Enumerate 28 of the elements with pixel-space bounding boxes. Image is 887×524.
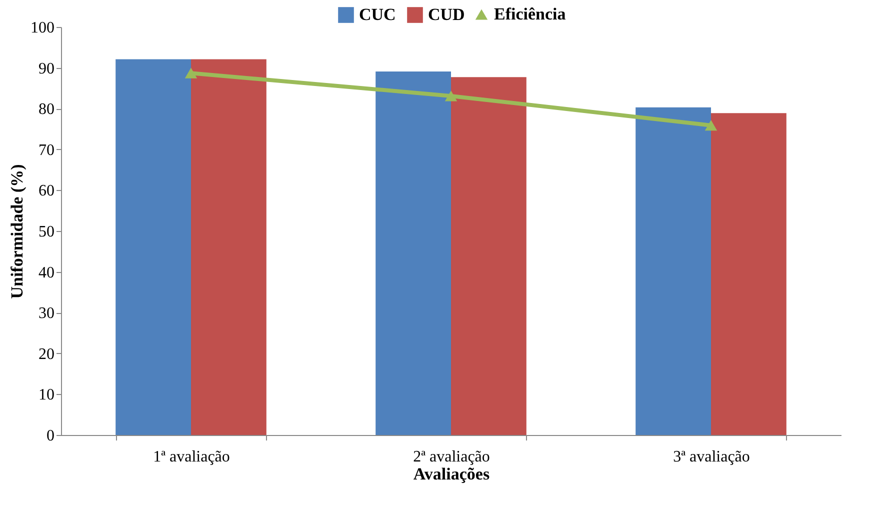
- y-tick-label: 20: [38, 346, 54, 363]
- bar: [711, 113, 786, 435]
- y-tick-label: 70: [38, 142, 54, 159]
- y-tick-label: 80: [38, 101, 54, 118]
- y-axis-title: Uniformidade (%): [8, 164, 26, 299]
- y-tick-label: 100: [30, 20, 54, 36]
- y-tick-label: 60: [38, 182, 54, 200]
- x-tick-label: 1ª avaliação: [153, 448, 230, 466]
- y-tick-label: 0: [46, 428, 54, 444]
- x-tick-label: 3ª avaliação: [673, 448, 750, 466]
- y-tick-label: 40: [38, 264, 54, 282]
- y-tick-label: 90: [38, 60, 54, 78]
- x-axis-title: Avaliações: [413, 464, 490, 484]
- y-tick-label: 50: [38, 224, 54, 240]
- legend-label: Eficiência: [494, 4, 566, 24]
- bar: [116, 59, 191, 435]
- bar: [191, 59, 266, 435]
- point: [444, 90, 458, 102]
- legend-label: CUC: [359, 5, 396, 24]
- point: [184, 68, 198, 78]
- bar: [376, 71, 451, 435]
- bar: [451, 77, 526, 435]
- bar: [636, 107, 711, 435]
- legend-label: CUD: [428, 5, 465, 24]
- x-tick-label: 2ª avaliação: [413, 448, 490, 466]
- y-tick-label: 10: [38, 386, 54, 404]
- point: [704, 120, 718, 131]
- y-tick-label: 30: [38, 305, 54, 322]
